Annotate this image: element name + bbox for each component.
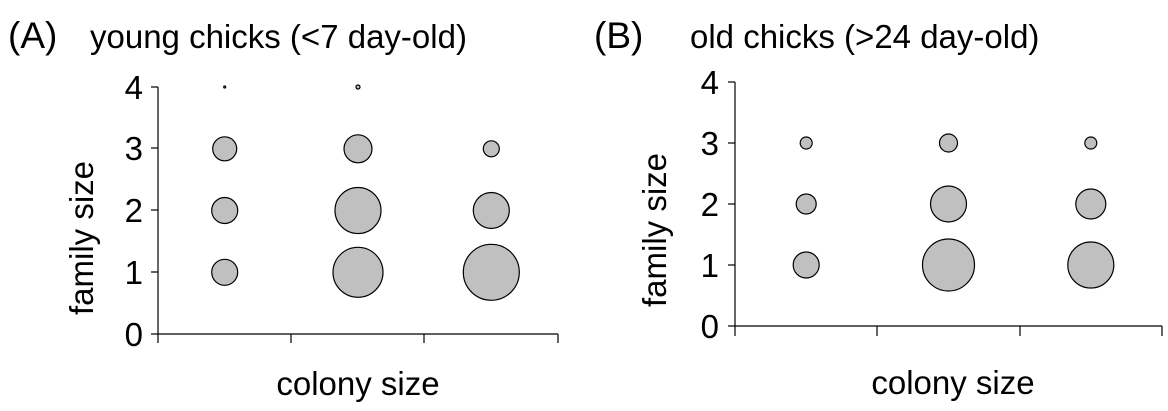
- panel-a-bubble-x1-y4: [223, 85, 227, 89]
- panel-a-ytick-label-0: 0: [125, 316, 143, 353]
- panel-a-ytick-label-3: 3: [125, 130, 143, 167]
- panel-a-bubble-x3-y2: [472, 191, 510, 230]
- panel-a-ytick-label-4: 4: [125, 69, 143, 106]
- panel-b-ytick-label-3: 3: [701, 125, 719, 162]
- panel-a-bubble-x1-y2: [211, 196, 239, 225]
- panel-a-bubble-x2-y1: [332, 246, 384, 298]
- panel-b-title: old chicks (>24 day-old): [690, 18, 1039, 55]
- panel-a-label: (A): [8, 15, 57, 56]
- panel-b-ytick-label-1: 1: [701, 247, 719, 284]
- panel-a-bubble-x2-y2: [334, 186, 382, 235]
- panel-a: (A) young chicks (<7 day-old) family siz…: [8, 15, 559, 402]
- panel-b-ylabel: family size: [636, 153, 673, 307]
- panel-b-bubble-x1-y1: [792, 251, 820, 279]
- panel-b-bubble-x1-y2: [795, 193, 817, 215]
- panel-b: (B) old chicks (>24 day-old) family size…: [594, 15, 1163, 401]
- panel-a-bubble-x1-y3: [212, 136, 238, 162]
- panel-a-bubble-x3-y3: [482, 140, 500, 158]
- panel-b-xlabel: colony size: [871, 364, 1034, 401]
- panel-a-bubble-x1-y1: [211, 258, 239, 286]
- panel-b-bubbles: [792, 133, 1115, 292]
- panel-a-ytick-label-1: 1: [125, 254, 143, 291]
- panel-b-label: (B): [594, 15, 643, 56]
- panel-b-ytick-label-0: 0: [701, 308, 719, 345]
- panel-b-bubble-x2-y2: [929, 185, 968, 223]
- panel-b-ytick-label-4: 4: [701, 64, 719, 101]
- panel-b-bubble-x1-y3: [799, 136, 813, 150]
- panel-b-bubble-x3-y3: [1084, 136, 1098, 150]
- panel-a-bubble-x3-y1: [462, 243, 520, 301]
- panel-a-ylabel: family size: [63, 161, 100, 315]
- panel-b-bubble-x3-y2: [1075, 188, 1107, 220]
- panel-a-xlabel: colony size: [276, 365, 439, 402]
- panel-a-ytick-label-2: 2: [125, 192, 143, 229]
- panel-a-title: young chicks (<7 day-old): [90, 18, 467, 55]
- panel-a-bubble-x2-y4: [355, 84, 361, 90]
- panel-a-bubble-x2-y3: [343, 134, 373, 164]
- panel-b-bubble-x2-y3: [938, 133, 959, 153]
- panel-b-bubble-x2-y1: [921, 238, 976, 292]
- panel-a-bubbles: [211, 84, 520, 301]
- panel-b-bubble-x3-y1: [1067, 241, 1115, 289]
- panel-b-ytick-label-2: 2: [701, 186, 719, 223]
